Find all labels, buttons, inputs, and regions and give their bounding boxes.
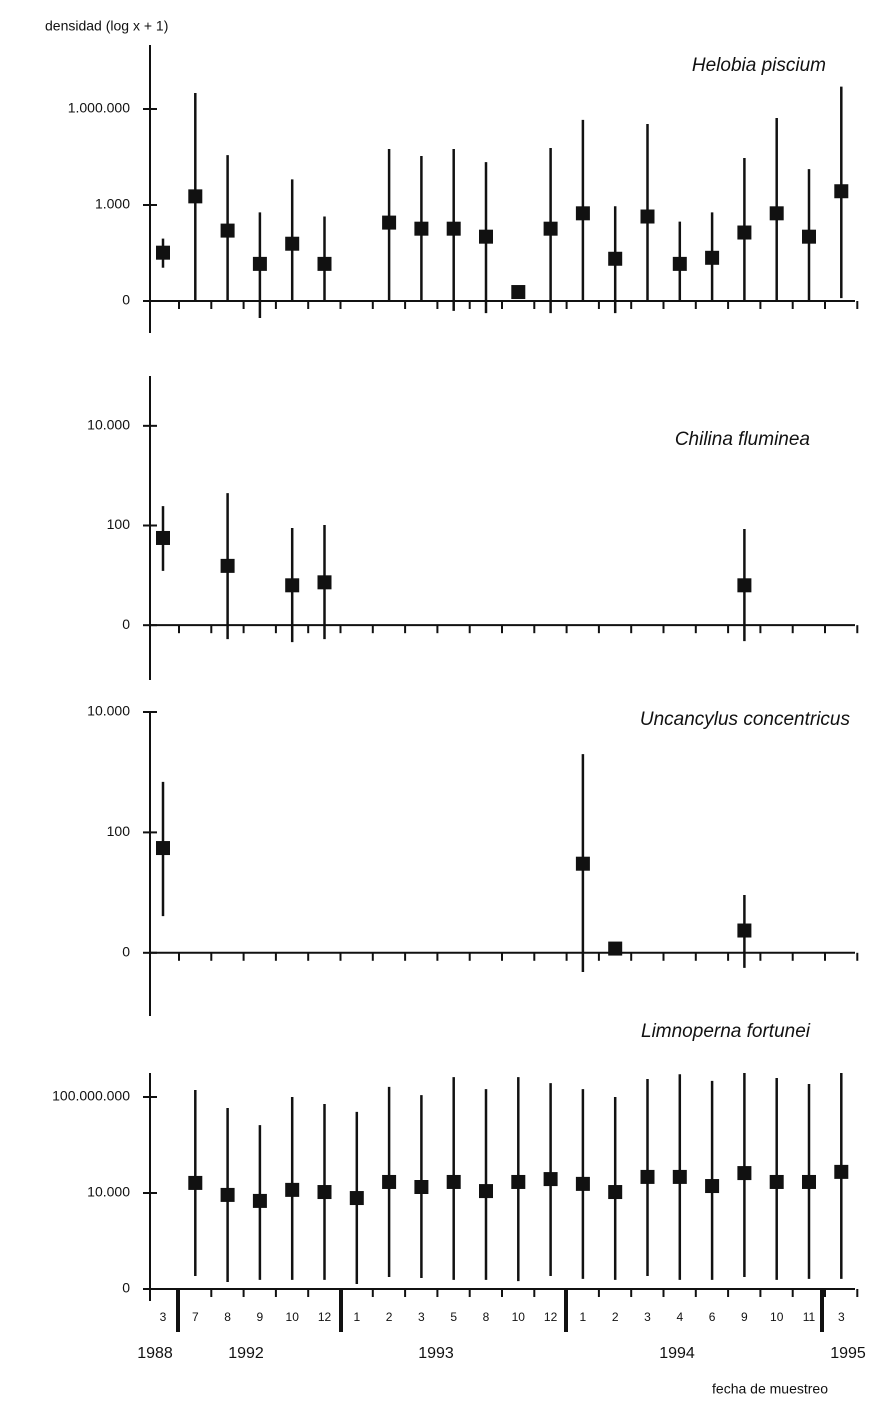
y-tick-label: 0 bbox=[122, 943, 130, 959]
mean-marker bbox=[575, 206, 590, 221]
mean-marker bbox=[705, 250, 720, 265]
mean-marker bbox=[737, 1166, 752, 1181]
x-tick-label: 3 bbox=[418, 1310, 425, 1324]
y-tick-label: 100 bbox=[107, 516, 131, 532]
mean-marker bbox=[737, 923, 752, 938]
species-title: Helobia piscium bbox=[692, 55, 826, 76]
mean-marker bbox=[834, 1164, 849, 1179]
y-tick-label: 10.000 bbox=[87, 703, 130, 719]
species-title: Uncancylus concentricus bbox=[640, 709, 851, 730]
mean-marker bbox=[285, 578, 300, 593]
x-tick-label: 1 bbox=[580, 1310, 587, 1324]
x-tick-label: 8 bbox=[483, 1310, 490, 1324]
mean-marker bbox=[802, 229, 816, 244]
y-tick-label: 100.000.000 bbox=[52, 1088, 130, 1104]
x-tick-label: 1 bbox=[353, 1310, 360, 1324]
x-tick-label: 3 bbox=[644, 1310, 651, 1324]
y-tick-label: 100 bbox=[107, 823, 131, 839]
mean-marker bbox=[252, 1193, 267, 1208]
mean-marker bbox=[479, 229, 493, 244]
mean-marker bbox=[575, 856, 590, 871]
mean-marker bbox=[608, 941, 623, 956]
mean-marker bbox=[834, 184, 849, 199]
x-tick-label: 2 bbox=[386, 1310, 393, 1324]
mean-marker bbox=[156, 245, 170, 260]
x-tick-label: 3 bbox=[838, 1310, 845, 1324]
x-tick-label: 4 bbox=[676, 1310, 683, 1324]
mean-marker bbox=[349, 1191, 364, 1206]
year-label: 1988 bbox=[137, 1345, 173, 1362]
mean-marker bbox=[414, 1180, 429, 1194]
mean-marker bbox=[608, 251, 623, 266]
mean-marker bbox=[446, 221, 461, 236]
mean-marker bbox=[382, 215, 397, 230]
mean-marker bbox=[446, 1174, 461, 1189]
mean-marker bbox=[414, 221, 429, 236]
mean-marker bbox=[640, 209, 655, 224]
year-label: 1995 bbox=[830, 1345, 866, 1362]
mean-marker bbox=[543, 1172, 558, 1187]
species-title: Limnoperna fortunei bbox=[641, 1021, 811, 1042]
mean-marker bbox=[188, 189, 203, 204]
y-tick-label: 1.000.000 bbox=[68, 100, 130, 116]
mean-marker bbox=[543, 221, 558, 236]
mean-marker bbox=[705, 1179, 720, 1194]
x-tick-label: 7 bbox=[192, 1310, 199, 1324]
x-tick-label: 11 bbox=[803, 1310, 816, 1324]
mean-marker bbox=[769, 1174, 784, 1189]
mean-marker bbox=[188, 1175, 203, 1190]
mean-marker bbox=[769, 206, 784, 221]
x-tick-label: 3 bbox=[160, 1310, 167, 1324]
mean-marker bbox=[672, 256, 687, 271]
mean-marker bbox=[672, 1169, 687, 1184]
mean-marker bbox=[220, 558, 235, 573]
y-tick-label: 0 bbox=[122, 616, 130, 632]
y-tick-label: 10.000 bbox=[87, 1184, 130, 1200]
mean-marker bbox=[156, 530, 170, 545]
mean-marker bbox=[511, 1174, 526, 1189]
x-tick-label: 9 bbox=[257, 1310, 264, 1324]
mean-marker bbox=[220, 1187, 235, 1202]
y-tick-label: 0 bbox=[122, 292, 130, 308]
x-tick-label: 9 bbox=[741, 1310, 748, 1324]
y-tick-label: 0 bbox=[122, 1280, 130, 1296]
x-tick-label: 2 bbox=[612, 1310, 619, 1324]
mean-marker bbox=[382, 1174, 397, 1189]
x-tick-label: 12 bbox=[318, 1310, 332, 1324]
y-tick-label: 10.000 bbox=[87, 417, 130, 433]
mean-marker bbox=[511, 285, 526, 300]
mean-marker bbox=[285, 236, 300, 251]
mean-marker bbox=[575, 1176, 590, 1191]
mean-marker bbox=[802, 1174, 816, 1189]
mean-marker bbox=[640, 1169, 655, 1184]
mean-marker bbox=[737, 578, 752, 593]
x-tick-label: 8 bbox=[224, 1310, 231, 1324]
x-axis-label: fecha de muestreo bbox=[712, 1381, 828, 1397]
x-tick-label: 12 bbox=[544, 1310, 558, 1324]
x-tick-label: 10 bbox=[770, 1310, 784, 1324]
mean-marker bbox=[156, 841, 170, 856]
mean-marker bbox=[252, 256, 267, 271]
x-tick-label: 6 bbox=[709, 1310, 716, 1324]
species-title: Chilina fluminea bbox=[675, 429, 810, 450]
x-tick-label: 10 bbox=[286, 1310, 300, 1324]
x-tick-label: 10 bbox=[512, 1310, 526, 1324]
mean-marker bbox=[608, 1185, 623, 1200]
mean-marker bbox=[479, 1184, 493, 1199]
x-tick-label: 5 bbox=[450, 1310, 457, 1324]
year-label: 1993 bbox=[418, 1345, 454, 1362]
mean-marker bbox=[317, 1185, 332, 1200]
y-axis-label: densidad (log x + 1) bbox=[45, 18, 168, 34]
year-label: 1992 bbox=[228, 1345, 264, 1362]
mean-marker bbox=[220, 223, 235, 238]
mean-marker bbox=[317, 256, 332, 271]
mean-marker bbox=[737, 225, 752, 240]
y-tick-label: 1.000 bbox=[95, 196, 130, 212]
mean-marker bbox=[285, 1182, 300, 1197]
mean-marker bbox=[317, 575, 332, 590]
year-label: 1994 bbox=[659, 1345, 695, 1362]
